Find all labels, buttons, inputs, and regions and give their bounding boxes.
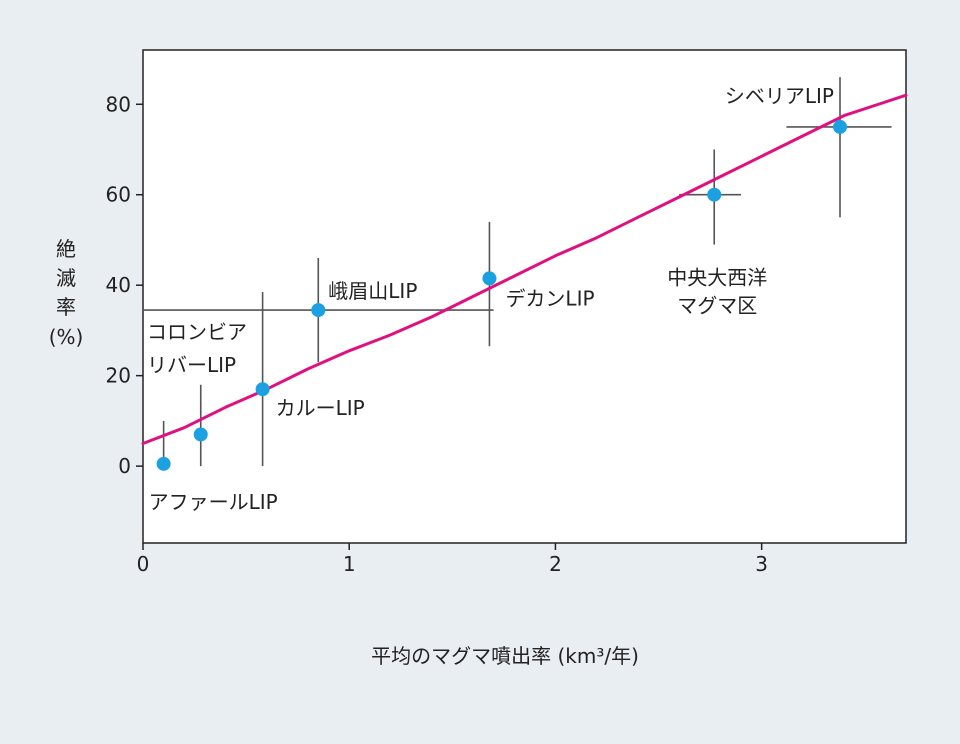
point-label: カルーLIP bbox=[276, 396, 365, 420]
point-label: 峨眉山LIP bbox=[328, 279, 417, 303]
y-axis-title: (%) bbox=[49, 325, 84, 349]
data-point bbox=[482, 271, 497, 286]
y-tick-label: 80 bbox=[106, 92, 131, 116]
data-point bbox=[255, 382, 270, 397]
data-point bbox=[311, 303, 326, 318]
y-tick-label: 60 bbox=[106, 183, 131, 207]
y-tick-label: 40 bbox=[106, 273, 131, 297]
data-point bbox=[707, 187, 722, 202]
y-tick-label: 20 bbox=[106, 364, 131, 388]
point-label: マグマ区 bbox=[677, 294, 757, 318]
x-tick-label: 3 bbox=[755, 552, 768, 576]
plot-area bbox=[142, 49, 907, 544]
x-tick-label: 1 bbox=[343, 552, 356, 576]
x-tick-label: 0 bbox=[137, 552, 150, 576]
x-axis-title: 平均のマグマ噴出率 (km³/年) bbox=[371, 644, 639, 668]
trend-line bbox=[141, 93, 908, 445]
data-point bbox=[193, 427, 208, 442]
point-label: シベリアLIP bbox=[725, 84, 834, 108]
y-axis-title: 絶 bbox=[56, 237, 76, 261]
point-label: アファールLIP bbox=[149, 490, 278, 514]
point-label: デカンLIP bbox=[505, 286, 594, 310]
y-tick-label: 0 bbox=[118, 454, 131, 478]
data-point bbox=[156, 456, 171, 471]
x-tick-label: 2 bbox=[549, 552, 562, 576]
y-axis-title: 率 bbox=[56, 295, 76, 319]
reference-line-label: リバーLIP bbox=[147, 353, 236, 377]
data-point bbox=[833, 119, 848, 134]
point-label: 中央大西洋 bbox=[667, 266, 767, 290]
reference-line-label: コロンビア bbox=[147, 320, 247, 344]
y-axis-title: 滅 bbox=[56, 266, 76, 290]
